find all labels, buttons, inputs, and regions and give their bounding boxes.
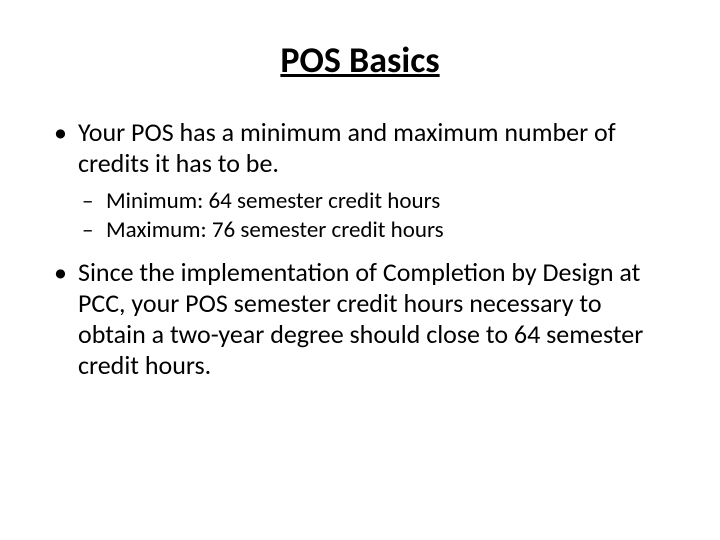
sub-bullet-item: Minimum: 64 semester credit hours: [50, 187, 670, 216]
sub-bullet-item: Maximum: 76 semester credit hours: [50, 216, 670, 245]
bullet-item: Since the implementation of Completion b…: [50, 257, 670, 382]
page-title: POS Basics: [50, 38, 670, 82]
sub-bullet-text: Maximum: 76 semester credit hours: [106, 216, 444, 244]
bullet-text: Since the implementation of Completion b…: [78, 256, 643, 382]
bullet-item: Your POS has a minimum and maximum numbe…: [50, 117, 670, 179]
sub-bullet-list: Minimum: 64 semester credit hours Maximu…: [50, 187, 670, 245]
main-bullet-list: Your POS has a minimum and maximum numbe…: [50, 117, 670, 382]
bullet-text: Your POS has a minimum and maximum numbe…: [78, 116, 616, 179]
sub-bullet-text: Minimum: 64 semester credit hours: [106, 187, 440, 215]
